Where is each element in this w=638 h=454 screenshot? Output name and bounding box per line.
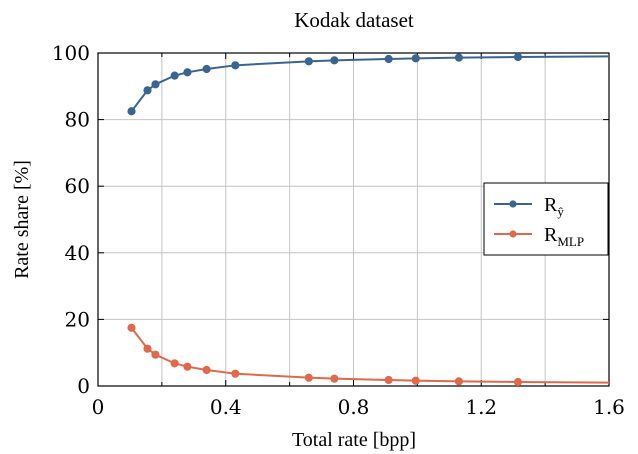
data-point xyxy=(183,68,192,77)
data-point xyxy=(513,377,523,387)
series-line xyxy=(130,327,610,384)
series-2 xyxy=(127,323,610,387)
data-point xyxy=(170,359,179,368)
data-point xyxy=(183,362,192,371)
data-point xyxy=(127,323,136,332)
series-1 xyxy=(127,52,610,116)
data-point xyxy=(202,365,211,375)
data-point xyxy=(143,86,152,95)
data-point xyxy=(151,80,160,89)
legend-swatch-marker xyxy=(509,200,517,208)
data-point xyxy=(330,374,339,383)
y-tick-label: 0 xyxy=(77,374,90,398)
data-point xyxy=(170,71,179,80)
y-tick-label: 80 xyxy=(65,108,90,132)
data-point xyxy=(231,369,240,378)
data-point xyxy=(151,350,160,359)
data-point xyxy=(454,377,463,386)
x-axis-title: Total rate [bpp] xyxy=(292,429,416,451)
data-point xyxy=(384,54,393,64)
series-layer xyxy=(127,52,610,387)
legend-label-subscript: ŷ xyxy=(557,204,564,219)
data-point xyxy=(411,54,420,63)
data-point xyxy=(330,56,339,65)
y-tick-label: 60 xyxy=(65,174,90,198)
x-tick-label: 1.2 xyxy=(465,395,497,419)
legend-label-subscript: MLP xyxy=(557,234,584,249)
x-tick-label: 0.8 xyxy=(338,395,370,419)
y-tick-label: 20 xyxy=(65,307,90,331)
x-tick-label: 1.6 xyxy=(593,395,625,419)
data-point xyxy=(231,61,240,70)
data-point xyxy=(513,52,523,62)
data-point xyxy=(127,107,136,116)
chart-title: Kodak dataset xyxy=(294,8,414,32)
x-tick-label: 0.4 xyxy=(210,395,242,419)
data-point xyxy=(304,373,313,382)
legend-box xyxy=(483,182,609,256)
legend-swatch-marker xyxy=(509,230,517,238)
series-line xyxy=(130,55,610,112)
data-point xyxy=(143,344,152,353)
data-point xyxy=(202,64,211,74)
data-point xyxy=(304,57,313,66)
data-point xyxy=(384,375,393,385)
y-axis-title: Rate share [%] xyxy=(11,160,33,279)
data-point xyxy=(411,376,420,385)
y-tick-label: 100 xyxy=(52,41,90,65)
x-tick-label: 0 xyxy=(92,395,105,419)
y-tick-label: 40 xyxy=(65,241,90,265)
data-point xyxy=(454,53,463,62)
